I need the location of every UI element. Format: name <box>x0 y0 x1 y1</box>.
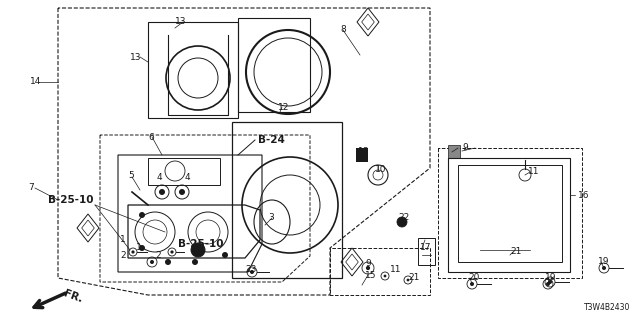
Circle shape <box>170 250 173 253</box>
Polygon shape <box>356 148 368 162</box>
Text: 3: 3 <box>268 213 274 222</box>
Text: 5: 5 <box>128 171 134 180</box>
Circle shape <box>397 217 407 227</box>
Circle shape <box>139 245 145 251</box>
Text: 13: 13 <box>130 52 141 61</box>
Text: 21: 21 <box>408 274 419 283</box>
Text: 2: 2 <box>120 252 125 260</box>
Circle shape <box>383 275 387 277</box>
Text: 18: 18 <box>358 148 369 156</box>
Text: B-25-10: B-25-10 <box>178 239 223 249</box>
Circle shape <box>602 266 606 270</box>
Text: 19: 19 <box>545 274 557 283</box>
Text: 4: 4 <box>185 173 191 182</box>
Text: 1: 1 <box>136 244 141 252</box>
Circle shape <box>250 270 254 274</box>
Text: 20: 20 <box>468 274 479 283</box>
Circle shape <box>165 259 171 265</box>
Circle shape <box>400 220 404 224</box>
Text: 15: 15 <box>365 270 376 279</box>
Circle shape <box>192 259 198 265</box>
Polygon shape <box>448 145 460 158</box>
Circle shape <box>470 282 474 286</box>
Text: 10: 10 <box>375 165 387 174</box>
Text: T3W4B2430: T3W4B2430 <box>584 303 630 312</box>
Text: FR.: FR. <box>62 288 84 304</box>
Text: 4: 4 <box>157 173 163 182</box>
Circle shape <box>139 212 145 218</box>
Text: 12: 12 <box>278 102 289 111</box>
Text: 17: 17 <box>420 244 431 252</box>
Text: 6: 6 <box>148 132 154 141</box>
Text: 9: 9 <box>365 260 371 268</box>
Text: 13: 13 <box>175 18 186 27</box>
Text: B-24: B-24 <box>258 135 285 145</box>
Circle shape <box>546 282 550 286</box>
Text: 2: 2 <box>155 252 161 260</box>
Circle shape <box>222 252 228 258</box>
Circle shape <box>548 280 552 284</box>
Text: 8: 8 <box>340 26 346 35</box>
Text: 14: 14 <box>30 77 42 86</box>
Text: 23: 23 <box>245 266 257 275</box>
Text: 1: 1 <box>120 236 125 244</box>
Circle shape <box>150 260 154 264</box>
Text: 9: 9 <box>462 143 468 153</box>
Circle shape <box>366 266 370 270</box>
Text: 16: 16 <box>578 190 589 199</box>
Text: 11: 11 <box>390 266 401 275</box>
Text: 19: 19 <box>598 258 609 267</box>
Text: 22: 22 <box>398 213 409 222</box>
Text: 7: 7 <box>28 183 34 193</box>
Circle shape <box>159 189 165 195</box>
Text: B-25-10: B-25-10 <box>48 195 93 205</box>
Text: 11: 11 <box>528 167 540 177</box>
Text: 21: 21 <box>510 247 522 257</box>
Circle shape <box>131 250 134 253</box>
Circle shape <box>179 189 185 195</box>
Circle shape <box>406 279 410 281</box>
Circle shape <box>191 243 205 257</box>
